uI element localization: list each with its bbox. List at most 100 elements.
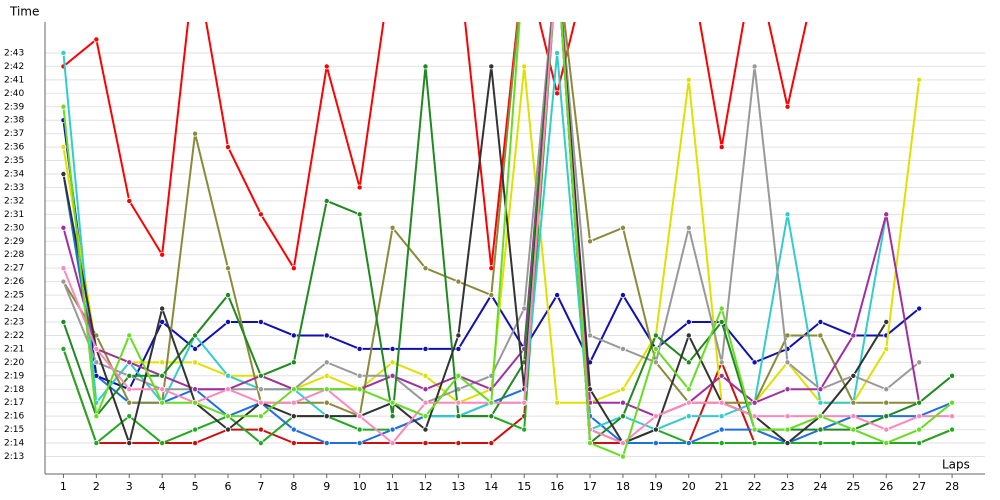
x-tick-label: 2	[93, 480, 100, 493]
x-tick-label: 21	[715, 480, 729, 493]
y-tick-label: 2:17	[4, 398, 24, 408]
point	[323, 399, 330, 406]
point	[685, 440, 692, 447]
point	[422, 372, 429, 379]
y-axis-label: Time	[9, 5, 39, 19]
point	[883, 211, 890, 218]
point	[126, 399, 133, 406]
point	[455, 372, 462, 379]
point	[784, 359, 791, 366]
point	[93, 345, 100, 352]
y-tick-label: 2:25	[4, 291, 24, 301]
point	[619, 224, 626, 231]
point	[126, 197, 133, 204]
point	[916, 440, 923, 447]
point	[751, 359, 758, 366]
point	[126, 413, 133, 420]
point	[257, 399, 264, 406]
x-tick-label: 22	[748, 480, 762, 493]
point	[323, 386, 330, 393]
y-tick-label: 2:37	[4, 129, 24, 139]
point	[685, 224, 692, 231]
point	[652, 426, 659, 433]
point	[850, 332, 857, 339]
point	[93, 36, 100, 43]
point	[488, 440, 495, 447]
point	[422, 386, 429, 393]
x-tick-label: 14	[484, 480, 498, 493]
point	[257, 440, 264, 447]
point	[718, 144, 725, 151]
point	[685, 399, 692, 406]
point	[521, 426, 528, 433]
point	[784, 103, 791, 110]
point	[224, 318, 231, 325]
x-tick-label: 16	[550, 480, 564, 493]
point	[290, 426, 297, 433]
x-axis-label: Laps	[942, 458, 970, 472]
point	[488, 63, 495, 70]
point	[916, 359, 923, 366]
point	[356, 426, 363, 433]
series-line	[62, 22, 953, 445]
point	[389, 399, 396, 406]
point	[323, 359, 330, 366]
point	[817, 332, 824, 339]
point	[817, 386, 824, 393]
y-tick-label: 2:36	[4, 143, 24, 153]
point	[619, 440, 626, 447]
point	[751, 63, 758, 70]
point	[883, 426, 890, 433]
series-line	[62, 22, 921, 418]
point	[389, 224, 396, 231]
series-line	[62, 22, 808, 271]
y-tick-label: 2:14	[4, 439, 24, 449]
point	[784, 440, 791, 447]
point	[60, 171, 67, 178]
point	[554, 292, 561, 299]
point	[60, 318, 67, 325]
point	[60, 144, 67, 151]
y-tick-label: 2:22	[4, 331, 24, 341]
point	[257, 386, 264, 393]
point	[192, 386, 199, 393]
y-tick-label: 2:41	[4, 75, 24, 85]
point	[488, 292, 495, 299]
point	[883, 318, 890, 325]
point	[224, 292, 231, 299]
point	[192, 332, 199, 339]
point	[652, 345, 659, 352]
x-tick-label: 19	[649, 480, 663, 493]
point	[93, 413, 100, 420]
point	[619, 345, 626, 352]
point	[356, 211, 363, 218]
point	[224, 413, 231, 420]
point	[356, 184, 363, 191]
point	[290, 413, 297, 420]
point	[784, 413, 791, 420]
point	[224, 426, 231, 433]
point	[488, 399, 495, 406]
point	[126, 332, 133, 339]
point	[850, 372, 857, 379]
y-tick-label: 2:16	[4, 412, 24, 422]
y-tick-label: 2:23	[4, 317, 24, 327]
point	[290, 386, 297, 393]
x-tick-label: 24	[813, 480, 827, 493]
point	[224, 372, 231, 379]
point	[159, 399, 166, 406]
point	[883, 413, 890, 420]
x-tick-label: 8	[290, 480, 297, 493]
point	[389, 413, 396, 420]
y-tick-label: 2:42	[4, 62, 24, 72]
point	[718, 372, 725, 379]
x-tick-label: 12	[418, 480, 432, 493]
point	[422, 426, 429, 433]
point	[521, 63, 528, 70]
series-line	[62, 52, 888, 432]
point	[685, 386, 692, 393]
point	[323, 197, 330, 204]
x-tick-label: 9	[323, 480, 330, 493]
x-tick-label: 7	[257, 480, 264, 493]
